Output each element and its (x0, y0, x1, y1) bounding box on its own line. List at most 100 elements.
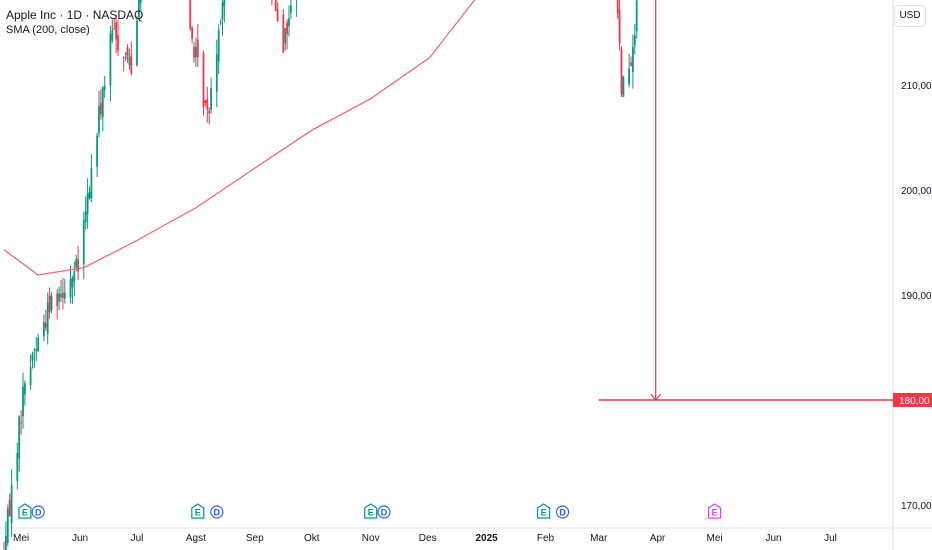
event-marker (537, 503, 551, 519)
dividend-icon: D (31, 505, 45, 519)
dividend-icon: D (377, 505, 391, 519)
y-tick-label: 200,00 (901, 186, 932, 197)
event-label: E (541, 508, 547, 518)
candle-body (62, 292, 64, 298)
event-marker (191, 503, 205, 519)
candle-body (96, 135, 98, 167)
candle-body (618, 9, 621, 44)
candle-body (46, 302, 49, 335)
candle-body (29, 367, 32, 386)
x-tick-label: Feb (537, 533, 555, 544)
candle-body (635, 0, 638, 31)
event-label: E (195, 508, 201, 518)
candle-body (274, 0, 277, 11)
candle-body (632, 46, 634, 73)
earnings-icon: E (191, 503, 205, 519)
candle-body (88, 192, 91, 199)
candle-body (622, 76, 625, 97)
event-marker (210, 505, 224, 519)
candle-body (206, 98, 209, 110)
event-label: D (35, 508, 42, 518)
candle-body (290, 5, 292, 13)
candle-body (48, 295, 51, 313)
x-tick-label: Jun (765, 533, 781, 544)
candle-body (50, 295, 53, 310)
candle-body (58, 292, 60, 302)
candle-body (633, 35, 636, 46)
candle-body (82, 220, 85, 264)
candle-body (284, 28, 287, 44)
x-tick-label: 2025 (475, 533, 498, 544)
x-tick-label: Agst (186, 533, 206, 544)
candle-body (84, 211, 87, 223)
candle-body (221, 2, 224, 20)
candle-body (191, 27, 193, 39)
candle-body (210, 88, 212, 111)
x-tick-label: Apr (650, 533, 666, 544)
candle-body (90, 167, 93, 199)
candle-body (100, 102, 102, 115)
candle-body (202, 53, 205, 108)
event-marker (364, 503, 378, 519)
event-label: E (712, 508, 718, 518)
candle-body (219, 22, 222, 24)
candle-body (44, 322, 47, 328)
candle-body (111, 30, 114, 41)
future-earnings-icon: E (708, 503, 722, 519)
candle-body (223, 0, 226, 7)
candle-body (630, 62, 632, 66)
event-marker (708, 503, 722, 519)
candle-body (113, 28, 116, 30)
candle-body (616, 0, 619, 14)
dividend-icon: D (555, 505, 570, 519)
candle-body (63, 292, 66, 299)
event-marker (377, 505, 391, 519)
candle-body (620, 49, 623, 95)
currency-button[interactable]: USD (894, 5, 926, 27)
earnings-icon: E (364, 503, 378, 519)
candle-body (6, 508, 9, 543)
legend-indicator[interactable]: SMA (200, close) (6, 24, 90, 36)
candle-body (128, 58, 131, 65)
candle-body (37, 337, 40, 351)
event-marker (31, 505, 45, 519)
event-label: E (368, 508, 374, 518)
candles-group (3, 0, 638, 550)
candle-body (75, 259, 78, 268)
candle-body (16, 452, 19, 481)
candle-body (126, 47, 129, 60)
x-tick-label: Okt (304, 533, 320, 544)
candle-body (103, 86, 106, 91)
candle-body (69, 278, 72, 298)
candle-body (33, 353, 36, 355)
candle-body (86, 193, 89, 214)
candle-body (71, 277, 74, 288)
candle-body (73, 271, 76, 282)
y-tick-label: 190,00 (901, 291, 932, 302)
candle-body (204, 100, 207, 104)
candle-body (286, 22, 288, 35)
candle-body (196, 39, 199, 58)
x-tick-label: Jul (824, 533, 837, 544)
candle-body (288, 18, 290, 27)
candle-body (276, 9, 279, 22)
candle-body (22, 386, 24, 417)
y-tick-label: 210,00 (901, 81, 932, 92)
candle-body (5, 535, 7, 550)
candle-body (628, 68, 630, 85)
candle-body (130, 55, 133, 74)
legend-symbol[interactable]: Apple Inc · 1D · NASDAQ (6, 8, 144, 22)
candle-body (56, 293, 59, 307)
x-tick-label: Mei (707, 533, 723, 544)
candle-body (136, 20, 138, 66)
x-tick-label: Des (419, 533, 437, 544)
x-tick-label: Jul (131, 533, 144, 544)
candle-body (18, 416, 21, 458)
candle-body (138, 0, 140, 18)
candle-body (109, 33, 112, 86)
candle-body (122, 57, 125, 59)
candle-body (195, 46, 197, 57)
candle-body (117, 35, 119, 51)
